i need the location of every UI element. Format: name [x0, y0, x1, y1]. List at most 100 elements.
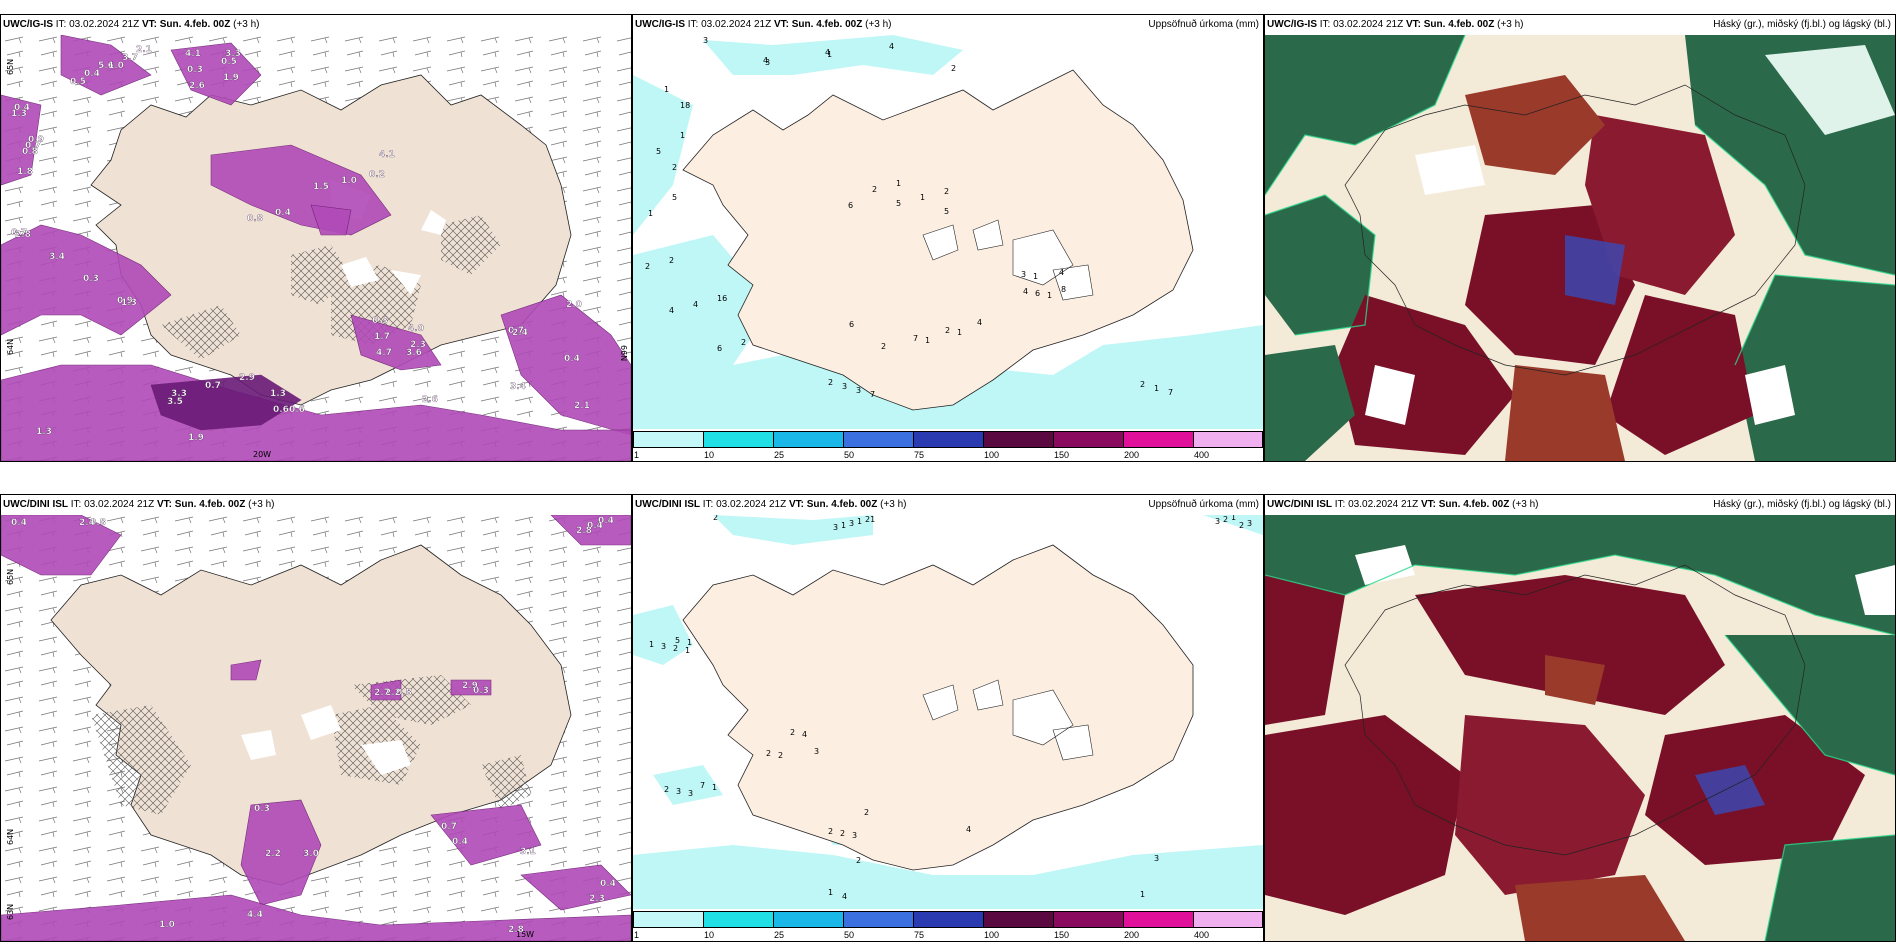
model-name: UWC/IG-IS: [635, 19, 685, 30]
init-time: 03.02.2024 21Z: [84, 499, 155, 510]
value-label: 0.7: [11, 228, 27, 238]
colorbar-swatch: [983, 431, 1053, 448]
value-label: 2.3: [589, 894, 605, 904]
it-label: IT:: [55, 19, 67, 30]
value-label: 4: [669, 306, 674, 315]
lead-time: (+3 h): [865, 19, 892, 30]
value-label: 3: [1021, 270, 1026, 279]
value-label: 1.0: [159, 920, 175, 930]
it-label: IT:: [70, 499, 82, 510]
value-label: 1: [828, 888, 833, 897]
colorbar-tick-label: 1: [634, 450, 640, 460]
value-label: 0.3: [372, 316, 388, 326]
value-label: 0.4: [598, 516, 614, 526]
value-label: 2.2: [265, 849, 281, 859]
value-label: 2: [669, 256, 674, 265]
value-label: 0.4: [564, 354, 580, 364]
colorbar: 1 10 25 50 75 100 150 200 400: [633, 909, 1263, 941]
value-label: 21: [865, 515, 875, 524]
value-label: 3: [676, 787, 681, 796]
value-label: 4: [1059, 268, 1064, 277]
value-label: 5: [896, 199, 901, 208]
value-label: 1.9: [223, 73, 239, 83]
value-label: 1: [1033, 272, 1038, 281]
value-label: 1.3: [121, 298, 137, 308]
colorbar-tick-label: 200: [1124, 930, 1140, 940]
colorbar-swatch: [913, 911, 983, 928]
lead-time: (+3 h): [1512, 499, 1539, 510]
map-area[interactable]: [1265, 515, 1895, 941]
colorbar-swatch: [703, 911, 773, 928]
value-label: 1.7: [374, 332, 390, 342]
value-label: 3.4: [49, 252, 65, 262]
init-time: 03.02.2024 21Z: [1333, 19, 1404, 30]
value-label: 6: [717, 344, 722, 353]
value-label: 2: [828, 378, 833, 387]
colorbar-tick-label: 25: [774, 450, 785, 460]
panel-clouds-igis: UWC/IG-IS IT: 03.02.2024 21Z VT: Sun. 4.…: [1264, 14, 1896, 462]
lead-time: (+3 h): [233, 19, 260, 30]
value-label: 1: [1231, 515, 1236, 522]
panel-wind-precip-igis: UWC/IG-IS IT: 03.02.2024 21Z VT: Sun. 4.…: [0, 14, 632, 462]
lat-label: 64N: [6, 339, 15, 355]
value-label: 3.3: [225, 49, 241, 59]
value-label: 1: [1140, 890, 1145, 899]
value-label: 3: [833, 523, 838, 532]
panel-wind-precip-dini: UWC/DINI ISL IT: 03.02.2024 21Z VT: Sun.…: [0, 494, 632, 942]
colorbar-tick-label: 75: [914, 930, 925, 940]
value-label: 0.60.6: [273, 405, 305, 415]
colorbar-tick-label: 50: [844, 450, 855, 460]
value-label: 1: [896, 179, 901, 188]
value-label: 2.3: [410, 340, 426, 350]
value-label: 0.7: [205, 381, 221, 391]
value-label: 4: [763, 56, 768, 65]
value-label: 7: [1168, 388, 1173, 397]
value-label: 1: [649, 640, 654, 649]
value-label: 0.4: [11, 518, 27, 528]
value-label: 0.2: [369, 170, 385, 180]
value-label: 2: [790, 728, 795, 737]
panel-header: UWC/IG-IS IT: 03.02.2024 21Z VT: Sun. 4.…: [1, 15, 631, 35]
value-label: 1.0: [341, 176, 357, 186]
panel-header: UWC/DINI ISL IT: 03.02.2024 21Z VT: Sun.…: [1265, 495, 1895, 515]
value-label: 2: [713, 515, 718, 522]
value-label: 0.4: [14, 103, 30, 113]
value-label: 1: [648, 209, 653, 218]
value-label: 1.3: [270, 389, 286, 399]
value-label: 6: [848, 201, 853, 210]
value-label: 2.6: [189, 81, 205, 91]
hatched-areas: [91, 675, 531, 815]
colorbar-swatch: [633, 431, 703, 448]
panel-header: UWC/IG-IS IT: 03.02.2024 21Z VT: Sun. 4.…: [633, 15, 1263, 35]
lat-label: 66N: [619, 345, 628, 361]
colorbar-tick-label: 100: [984, 930, 1000, 940]
map-area[interactable]: 2 5 3 3 4 1 7 21 1 2 2 2 1 1 1 1 1 2 2 4 2 3 3 2 2 3 3 3 1 2 3 4 2 2 3 3 1: [633, 515, 1263, 909]
colorbar-tick-label: 150: [1054, 930, 1070, 940]
value-label: 2.9: [239, 373, 255, 383]
accum-value-labels: 3181628213221421112663645411122122437416…: [645, 36, 1173, 399]
value-label: 1.9: [188, 433, 204, 443]
iceland-outline: [1344, 564, 1806, 856]
map-area[interactable]: 65N 64N 66N 20W 0.7 5.6 4.1 1.8 0.2 3.6 0.7 1.3…: [1, 35, 631, 461]
map-area[interactable]: 3 18 16 2 8 2 1 3 2 2 1 4 2 1 1 1 2 6 6 3 6 4 5 4 1 1 1 2 2 1 2 2 4 3 7 4 1 6…: [633, 35, 1263, 429]
value-label: 3: [765, 58, 770, 67]
value-label: 4.1: [379, 150, 395, 160]
field-title: Háský (gr.), miðský (fj.bl.) og lágský (…: [1713, 19, 1891, 30]
map-area[interactable]: [1265, 35, 1895, 461]
colorbar-swatch: [1123, 911, 1193, 928]
vt-label: VT:: [788, 499, 804, 510]
value-label: 5: [672, 193, 677, 202]
value-label: 2.4: [79, 518, 95, 528]
map-area[interactable]: 65N 64N 63N 15W 0.4 0.4 2.2 0.4 1.0 0.8 0.3 0.4…: [1, 515, 631, 941]
glacier-patches: [241, 705, 411, 775]
init-time: 03.02.2024 21Z: [1348, 499, 1419, 510]
lat-label: 64N: [6, 829, 15, 845]
value-label: 5: [944, 207, 949, 216]
colorbar-swatch: [773, 911, 843, 928]
value-label: 3.1: [520, 847, 536, 857]
value-label: 3: [661, 642, 666, 651]
precip-shading: [1, 35, 631, 461]
value-label: 5: [675, 636, 680, 645]
colorbar-tick-label: 400: [1194, 930, 1210, 940]
value-label: 3.0: [303, 849, 319, 859]
